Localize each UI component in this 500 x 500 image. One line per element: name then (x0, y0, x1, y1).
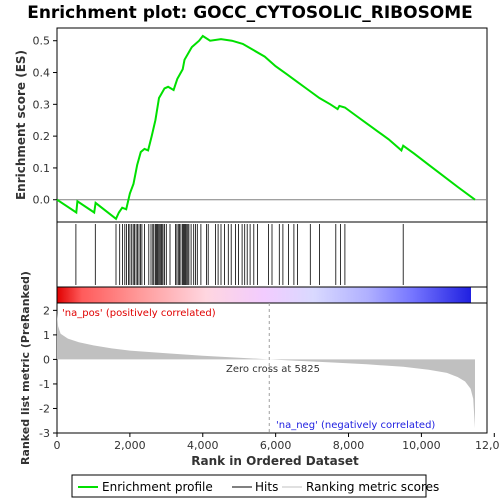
metric-y-tick-label: -2 (39, 402, 50, 415)
metric-y-ticks: 2 1 0 -1 -2 -3 (39, 304, 57, 440)
metric-y-tick-label: 0 (43, 353, 50, 366)
chart-title: Enrichment plot: GOCC_CYTOSOLIC_RIBOSOME (27, 3, 473, 23)
zero-cross-label: Zero cross at 5825 (226, 364, 320, 375)
x-tick-label: 0 (54, 439, 61, 452)
es-axis-label: Enrichment score (ES) (14, 50, 28, 200)
es-y-tick-label: 0.4 (33, 67, 51, 80)
metric-y-tick-label: 2 (43, 304, 50, 317)
es-y-tick-label: 0.5 (33, 35, 51, 48)
es-panel-frame (56, 27, 488, 223)
legend-label-hits: Hits (255, 480, 278, 494)
x-tick-label: 6,000 (260, 439, 292, 452)
x-tick-label: 8,000 (333, 439, 365, 452)
enrichment-profile-line (56, 34, 476, 221)
es-y-tick-label: 0.1 (33, 162, 51, 175)
es-y-tick-label: 0.3 (33, 98, 51, 111)
neg-correlated-label: 'na_neg' (negatively correlated) (276, 420, 435, 431)
legend-label-enrichment-profile: Enrichment profile (102, 480, 213, 494)
legend-box (71, 474, 427, 498)
x-tick-label: 2,000 (114, 439, 146, 452)
metric-axis-label: Ranked list metric (PreRanked) (19, 271, 32, 465)
metric-y-tick-label: -1 (39, 378, 50, 391)
x-axis-label: Rank in Ordered Dataset (191, 454, 359, 468)
hits-group (75, 224, 404, 285)
es-y-ticks: 0.0 0.1 0.2 0.3 0.4 0.5 (33, 35, 57, 207)
metric-y-tick-label: 1 (43, 329, 50, 342)
metric-y-tick-label: -3 (39, 427, 50, 440)
x-tick-label: 10,000 (402, 439, 441, 452)
legend-label-ranking-metric: Ranking metric scores (306, 480, 439, 494)
es-y-tick-label: 0.2 (33, 130, 51, 143)
x-axis-ticks: 0 2,000 4,000 6,000 8,000 10,000 12,000 (54, 433, 500, 452)
x-tick-label: 4,000 (187, 439, 219, 452)
x-tick-label: 12,000 (475, 439, 500, 452)
es-y-tick-label: 0.0 (33, 194, 51, 207)
rank-color-bar (57, 287, 471, 303)
pos-correlated-label: 'na_pos' (positively correlated) (62, 308, 216, 319)
